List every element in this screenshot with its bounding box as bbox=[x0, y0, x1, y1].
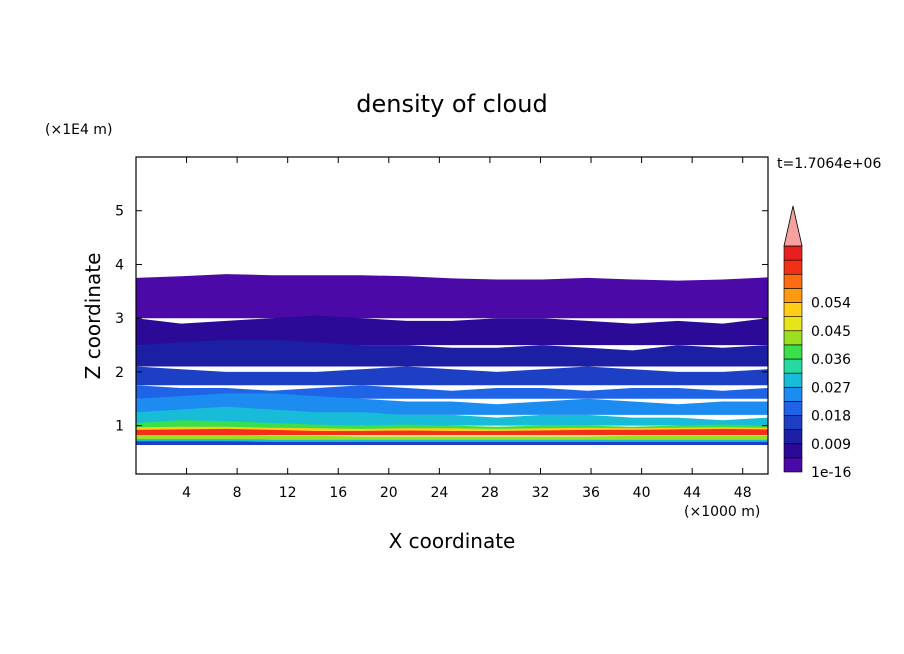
plot-frame bbox=[135, 156, 769, 475]
colorbar-segment bbox=[783, 273, 803, 289]
colorbar-segment bbox=[783, 401, 803, 416]
colorbar-segment bbox=[783, 245, 803, 261]
colorbar-segment bbox=[783, 457, 803, 473]
colorbar-label: 0.009 bbox=[811, 437, 851, 453]
colorbar-segment bbox=[783, 302, 803, 317]
colorbar-label: 1e-16 bbox=[811, 465, 851, 481]
x-tick-label: 20 bbox=[380, 485, 398, 501]
colorbar-segment bbox=[783, 316, 803, 332]
y-unit-label: (×1E4 m) bbox=[45, 122, 112, 138]
x-tick-label: 28 bbox=[481, 485, 499, 501]
x-axis: 4 8 12 16 20 24 28 32 36 40 44 48 bbox=[182, 157, 752, 501]
colorbar-label: 0.054 bbox=[811, 296, 851, 312]
contour-band-0 bbox=[136, 274, 768, 319]
colorbar-label: 0.045 bbox=[811, 324, 851, 340]
x-tick-label: 8 bbox=[233, 485, 242, 501]
colorbar-segment bbox=[783, 372, 803, 388]
colorbar: 1e-16 0.009 0.018 0.027 0.036 0.045 0.054 bbox=[783, 205, 851, 481]
x-tick-label: 4 bbox=[182, 485, 191, 501]
contour-band-9 bbox=[136, 428, 768, 436]
x-tick-label: 48 bbox=[734, 485, 752, 501]
x-tick-label: 12 bbox=[279, 485, 297, 501]
x-unit-label: (×1000 m) bbox=[684, 504, 760, 520]
time-label: t=1.7064e+06 bbox=[777, 156, 881, 172]
colorbar-label: 0.036 bbox=[811, 352, 851, 368]
x-tick-label: 44 bbox=[683, 485, 701, 501]
colorbar-label: 0.027 bbox=[811, 380, 851, 396]
contour-band-1 bbox=[136, 315, 768, 346]
contour-band-2 bbox=[136, 339, 768, 367]
contour-band-5 bbox=[136, 393, 768, 415]
contour-band-11 bbox=[136, 439, 768, 442]
colorbar-segment bbox=[783, 358, 803, 374]
y-tick-label: 5 bbox=[115, 204, 124, 220]
colorbar-extend-arrow bbox=[783, 205, 803, 247]
y-tick-label: 4 bbox=[115, 257, 124, 273]
contour-layers bbox=[136, 274, 768, 445]
y-tick-label: 1 bbox=[115, 419, 124, 435]
colorbar-segment bbox=[783, 415, 803, 430]
colorbar-segment bbox=[783, 344, 803, 360]
colorbar-segment bbox=[783, 443, 803, 459]
x-tick-label: 36 bbox=[582, 485, 600, 501]
colorbar-segment bbox=[783, 330, 803, 346]
x-tick-label: 24 bbox=[430, 485, 448, 501]
colorbar-segment bbox=[783, 288, 803, 303]
y-tick-label: 2 bbox=[115, 365, 124, 381]
colorbar-label: 0.018 bbox=[811, 409, 851, 425]
contour-band-3 bbox=[136, 366, 768, 386]
colorbar-segment bbox=[783, 259, 803, 275]
x-axis-label: X coordinate bbox=[389, 529, 516, 553]
colorbar-segment bbox=[783, 386, 803, 402]
x-tick-label: 32 bbox=[532, 485, 550, 501]
contour-band-12 bbox=[136, 441, 768, 445]
colorbar-segment bbox=[783, 429, 803, 445]
y-axis-label: Z coordinate bbox=[81, 253, 105, 380]
contour-band-7 bbox=[136, 420, 768, 430]
chart-title: density of cloud bbox=[356, 90, 547, 118]
x-tick-label: 16 bbox=[329, 485, 347, 501]
contour-band-10 bbox=[136, 435, 768, 440]
y-tick-label: 3 bbox=[115, 311, 124, 327]
contour-band-6 bbox=[136, 406, 768, 426]
y-axis: 1 2 3 4 5 bbox=[115, 204, 768, 435]
x-tick-label: 40 bbox=[633, 485, 651, 501]
